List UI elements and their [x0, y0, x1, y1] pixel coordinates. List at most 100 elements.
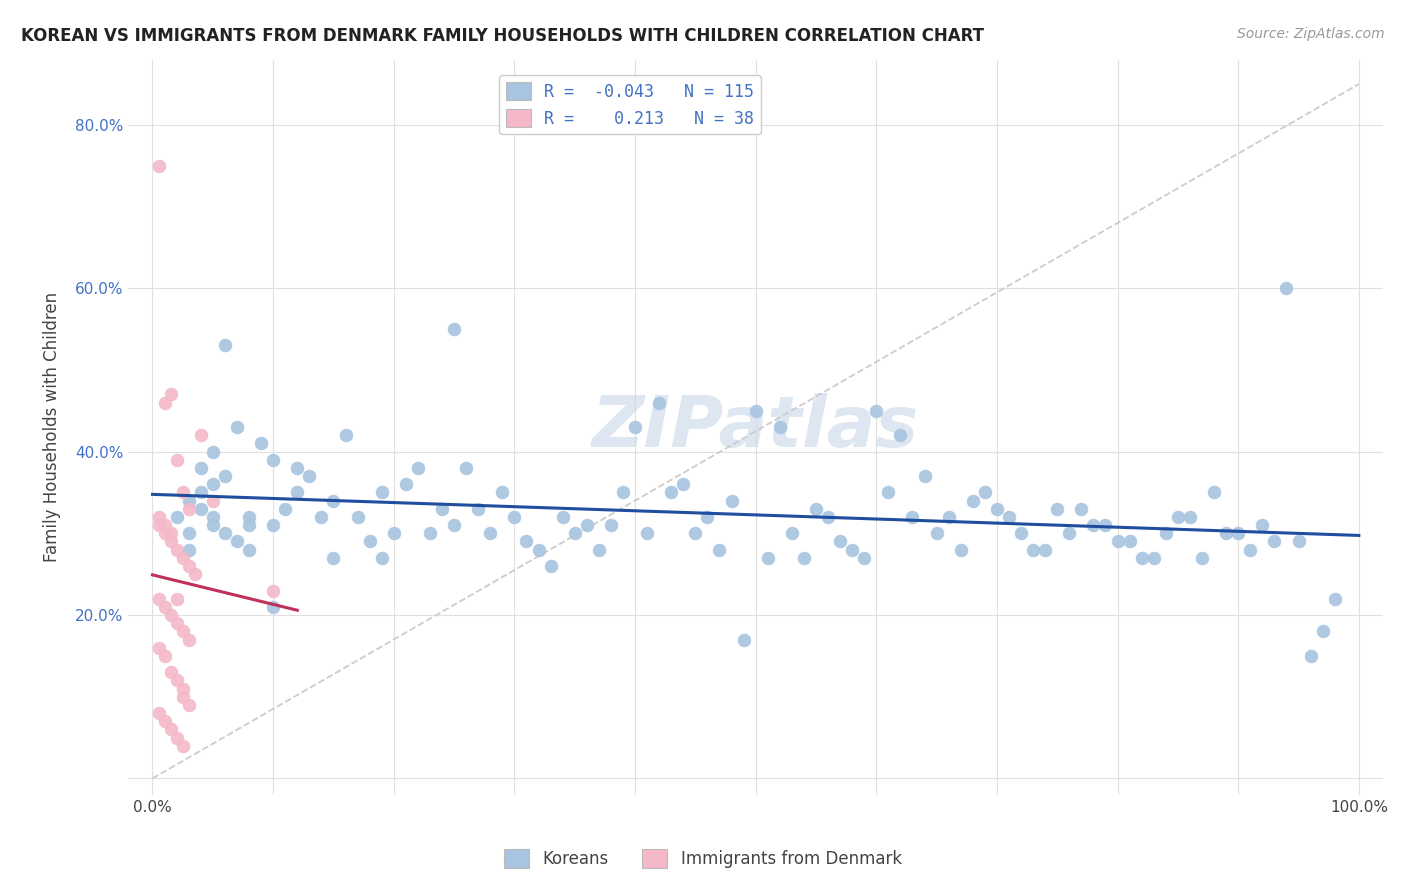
Point: [172, 681, 194, 696]
Point: [780, 526, 803, 541]
Point: [503, 510, 526, 524]
Point: [370, 485, 392, 500]
Point: [685, 526, 707, 541]
Point: [962, 493, 984, 508]
Point: [1251, 518, 1274, 533]
Point: [1143, 550, 1166, 565]
Point: [612, 485, 634, 500]
Point: [793, 550, 815, 565]
Point: [709, 542, 731, 557]
Point: [1312, 624, 1334, 639]
Point: [238, 542, 260, 557]
Point: [201, 444, 224, 458]
Point: [285, 461, 308, 475]
Point: [456, 461, 478, 475]
Point: [172, 624, 194, 639]
Point: [166, 591, 188, 606]
Point: [853, 550, 876, 565]
Point: [177, 542, 200, 557]
Text: Source: ZipAtlas.com: Source: ZipAtlas.com: [1237, 27, 1385, 41]
Point: [1010, 526, 1032, 541]
Point: [1299, 648, 1322, 663]
Point: [1178, 510, 1201, 524]
Point: [817, 510, 839, 524]
Point: [636, 526, 658, 541]
Point: [226, 420, 249, 434]
Point: [1154, 526, 1177, 541]
Point: [159, 723, 181, 737]
Point: [527, 542, 550, 557]
Point: [865, 404, 887, 418]
Point: [262, 452, 284, 467]
Point: [172, 485, 194, 500]
Point: [172, 739, 194, 753]
Point: [1059, 526, 1081, 541]
Point: [1094, 518, 1116, 533]
Point: [190, 428, 212, 442]
Point: [166, 673, 188, 688]
Point: [624, 420, 647, 434]
Point: [672, 477, 695, 491]
Point: [274, 501, 297, 516]
Point: [696, 510, 718, 524]
Point: [973, 485, 995, 500]
Point: [443, 518, 465, 533]
Point: [1215, 526, 1237, 541]
Point: [769, 420, 792, 434]
Point: [298, 469, 321, 483]
Point: [733, 632, 755, 647]
Point: [648, 395, 671, 409]
Point: [311, 510, 333, 524]
Point: [1239, 542, 1261, 557]
Point: [190, 461, 212, 475]
Point: [322, 493, 344, 508]
Point: [540, 559, 562, 574]
Point: [214, 469, 236, 483]
Point: [214, 526, 236, 541]
Point: [914, 469, 936, 483]
Point: [1323, 591, 1346, 606]
Text: KOREAN VS IMMIGRANTS FROM DENMARK FAMILY HOUSEHOLDS WITH CHILDREN CORRELATION CH: KOREAN VS IMMIGRANTS FROM DENMARK FAMILY…: [21, 27, 984, 45]
Point: [238, 510, 260, 524]
Point: [190, 485, 212, 500]
Point: [588, 542, 610, 557]
Point: [166, 542, 188, 557]
Point: [153, 526, 176, 541]
Point: [1275, 281, 1298, 295]
Point: [148, 706, 170, 720]
Point: [1288, 534, 1310, 549]
Point: [153, 518, 176, 533]
Point: [159, 526, 181, 541]
Point: [190, 501, 212, 516]
Point: [148, 640, 170, 655]
Point: [938, 510, 960, 524]
Point: [1202, 485, 1225, 500]
Point: [159, 665, 181, 680]
Point: [166, 452, 188, 467]
Point: [515, 534, 537, 549]
Point: [1107, 534, 1129, 549]
Point: [564, 526, 586, 541]
Point: [262, 518, 284, 533]
Point: [575, 518, 598, 533]
Point: [201, 518, 224, 533]
Point: [841, 542, 863, 557]
Point: [419, 526, 441, 541]
Point: [250, 436, 273, 450]
Point: [153, 714, 176, 729]
Point: [406, 461, 429, 475]
Point: [201, 510, 224, 524]
Point: [830, 534, 852, 549]
Point: [262, 599, 284, 614]
Point: [201, 493, 224, 508]
Point: [183, 567, 205, 582]
Point: [153, 599, 176, 614]
Point: [1046, 501, 1069, 516]
Point: [1227, 526, 1250, 541]
Point: [467, 501, 489, 516]
Point: [1263, 534, 1285, 549]
Point: [720, 493, 742, 508]
Point: [1130, 550, 1153, 565]
Legend: R =  -0.043   N = 115, R =    0.213   N = 38: R = -0.043 N = 115, R = 0.213 N = 38: [499, 75, 761, 135]
Point: [1033, 542, 1056, 557]
